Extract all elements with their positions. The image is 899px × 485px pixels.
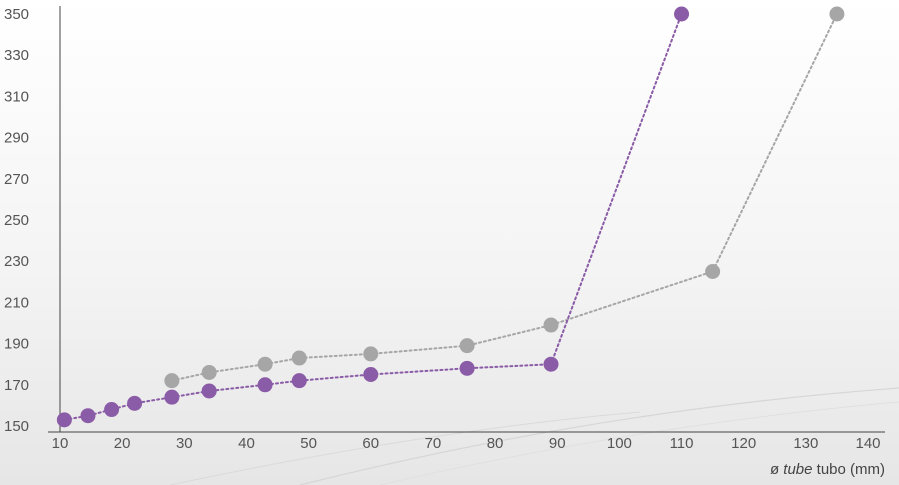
y-tick-label: 290 [4,130,29,147]
y-tick-label: 270 [4,171,29,188]
data-point [80,408,96,424]
y-tick-label: 330 [4,47,29,64]
data-point [459,360,475,376]
series-0 [164,6,845,389]
data-point [201,383,217,399]
data-point [705,264,721,279]
data-point [459,338,475,354]
y-tick-label: 210 [4,294,29,311]
x-tick-label: 90 [549,435,566,452]
y-tick-label: 150 [4,418,29,435]
x-tick-label: 50 [300,435,317,452]
x-axis-label: ø tube tubo (mm) [770,461,885,478]
x-tick-label: 20 [114,435,131,452]
x-tick-label: 110 [670,435,694,452]
data-point [543,356,559,372]
x-tick-label: 120 [731,435,756,452]
data-point [674,6,690,22]
x-axis-label-italic: tube [783,461,812,478]
x-tick-label: 10 [52,435,69,452]
data-point [363,367,379,382]
data-point [127,395,143,411]
y-tick-label: 170 [4,377,29,394]
data-point [104,402,120,418]
x-tick-label: 40 [238,435,255,452]
data-point [829,6,845,22]
x-tick-label: 60 [362,435,379,452]
data-point [543,317,559,333]
data-point [257,356,273,372]
y-tick-label: 250 [4,212,29,229]
data-point [164,389,180,405]
axes: 150 170 190 210 230 250 270 290 310 330 350 10 20 30 4… [4,6,885,452]
x-tick-label: 80 [487,435,504,452]
y-tick-label: 350 [4,6,29,23]
background-swoosh [169,387,899,485]
y-tick-label: 230 [4,253,29,270]
x-tick-label: 130 [793,435,818,452]
data-point [363,346,379,362]
data-point [291,350,307,366]
series-1 [56,6,690,428]
x-axis-label-symbol: ø [770,461,779,478]
x-axis-label-unit: tubo (mm) [817,461,885,478]
data-point [257,377,273,393]
data-point [56,412,72,428]
x-tick-label: 140 [855,435,880,452]
x-tick-label: 30 [176,435,193,452]
y-tick-label: 310 [4,88,29,105]
data-point [164,373,180,389]
y-tick-label: 190 [4,336,29,353]
x-tick-label: 70 [425,435,442,452]
data-point [201,364,217,380]
series-group [56,6,845,428]
data-point [291,373,307,389]
series-line [170,13,838,382]
x-tick-label: 100 [607,435,632,452]
